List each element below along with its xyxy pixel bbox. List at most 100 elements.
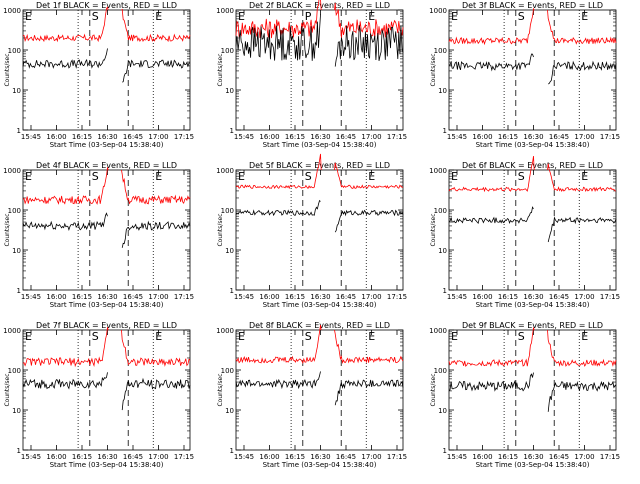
marker-label: E (155, 170, 162, 183)
x-tick-label: 16:45 (336, 293, 356, 301)
y-tick-label: 100 (221, 47, 234, 55)
marker-label: S (518, 170, 525, 183)
marker-label: E (368, 330, 375, 343)
x-tick-label: 17:00 (148, 293, 168, 301)
y-axis-label: Counts/sec (217, 213, 224, 246)
y-axis-label: Counts/sec (4, 213, 11, 246)
plot-frame (22, 9, 191, 131)
y-tick-label: 10 (438, 247, 447, 255)
marker-label: E (368, 170, 375, 183)
series-line-lld (22, 167, 109, 205)
series-line-events (235, 371, 321, 390)
x-tick-label: 16:00 (46, 293, 66, 301)
x-tick-label: 16:45 (549, 133, 569, 141)
y-tick-label: 1 (230, 447, 234, 455)
x-tick-label: 16:30 (523, 453, 543, 461)
y-tick-label: 10 (12, 407, 21, 415)
x-tick-label: 17:00 (574, 133, 594, 141)
plot-frame (235, 169, 404, 291)
y-tick-label: 1 (230, 287, 234, 295)
y-tick-label: 10 (12, 247, 21, 255)
x-tick-label: 16:30 (97, 133, 117, 141)
panel-title: Det 1f BLACK = Events, RED = LLD (36, 1, 177, 10)
series-line-events-after (334, 209, 404, 233)
panel-det-9: Det 9f BLACK = Events, RED = LLD 1 10 100 10… (429, 321, 620, 469)
y-axis-label: Counts/sec (4, 53, 11, 86)
x-axis-label: Start Time (03-Sep-04 15:38:40) (476, 141, 590, 149)
series-line-events-after (547, 216, 617, 243)
series-line-lld-after (121, 8, 191, 43)
marker-label: E (451, 330, 458, 343)
plot-frame (448, 169, 617, 291)
x-tick-label: 16:15 (285, 293, 305, 301)
x-tick-label: 16:00 (259, 133, 279, 141)
y-tick-label: 10 (438, 407, 447, 415)
panel-det-8: Det 8f BLACK = Events, RED = LLD 1 10 100 10… (216, 321, 407, 469)
x-tick-label: 17:15 (174, 133, 194, 141)
panel-title: Det 7f BLACK = Events, RED = LLD (36, 321, 177, 330)
y-tick-label: 1000 (216, 7, 234, 15)
marker-label: S (92, 170, 99, 183)
marker-label: E (25, 170, 32, 183)
y-axis-label: Counts/sec (430, 213, 437, 246)
x-tick-label: 16:30 (523, 293, 543, 301)
y-axis-label: Counts/sec (217, 373, 224, 406)
x-tick-label: 15:45 (447, 453, 467, 461)
marker-label: S (92, 10, 99, 23)
y-tick-label: 100 (8, 207, 21, 215)
marker-label: E (25, 10, 32, 23)
series-line-events-after (121, 220, 191, 248)
x-axis-label: Start Time (03-Sep-04 15:38:40) (50, 301, 164, 309)
y-tick-label: 1000 (3, 167, 21, 175)
series-line-events-after (121, 377, 191, 411)
y-tick-label: 1000 (429, 327, 447, 335)
x-tick-label: 16:15 (498, 293, 518, 301)
series-line-events-after (334, 25, 404, 67)
x-tick-label: 17:15 (600, 133, 620, 141)
y-tick-label: 1000 (429, 7, 447, 15)
series-line-lld (22, 327, 109, 368)
x-tick-label: 17:00 (148, 453, 168, 461)
y-axis-label: Counts/sec (4, 373, 11, 406)
panel-det-5: Det 5f BLACK = Events, RED = LLD 1 10 100 10… (216, 153, 407, 309)
y-tick-label: 10 (225, 247, 234, 255)
x-axis-label: Start Time (03-Sep-04 15:38:40) (263, 461, 377, 469)
x-tick-label: 16:30 (523, 133, 543, 141)
plot-frame (235, 329, 404, 451)
panel-title: Det 6f BLACK = Events, RED = LLD (462, 161, 603, 170)
marker-label: E (25, 330, 32, 343)
x-tick-label: 17:00 (574, 293, 594, 301)
y-tick-label: 1 (443, 447, 447, 455)
series-line-lld-after (334, 2, 404, 39)
y-tick-label: 1000 (216, 327, 234, 335)
series-line-events-after (334, 379, 404, 406)
marker-label: S (518, 330, 525, 343)
x-axis-label: Start Time (03-Sep-04 15:38:40) (50, 141, 164, 149)
y-tick-label: 100 (8, 47, 21, 55)
series-line-lld-after (121, 329, 191, 367)
marker-label: S (305, 330, 312, 343)
x-tick-label: 16:30 (97, 453, 117, 461)
x-tick-label: 17:15 (174, 453, 194, 461)
y-tick-label: 1000 (429, 167, 447, 175)
series-line-events-after (547, 380, 617, 412)
x-axis-label: Start Time (03-Sep-04 15:38:40) (476, 301, 590, 309)
plot-frame (448, 9, 617, 131)
series-line-events (22, 48, 108, 69)
x-tick-label: 17:15 (387, 293, 407, 301)
panel-title: Det 3f BLACK = Events, RED = LLD (462, 1, 603, 10)
marker-label: E (581, 10, 588, 23)
x-tick-label: 17:15 (387, 453, 407, 461)
y-tick-label: 10 (438, 87, 447, 95)
x-tick-label: 16:15 (72, 293, 92, 301)
y-tick-label: 1 (17, 447, 21, 455)
panel-det-6: Det 6f BLACK = Events, RED = LLD 1 10 100 10… (429, 155, 620, 309)
y-tick-label: 1 (17, 287, 21, 295)
panel-det-3: Det 3f BLACK = Events, RED = LLD 1 10 100 10… (429, 1, 620, 149)
x-tick-label: 17:00 (148, 133, 168, 141)
y-tick-label: 1 (443, 287, 447, 295)
marker-label: S (518, 10, 525, 23)
x-tick-label: 16:30 (310, 133, 330, 141)
series-line-events (448, 53, 534, 72)
